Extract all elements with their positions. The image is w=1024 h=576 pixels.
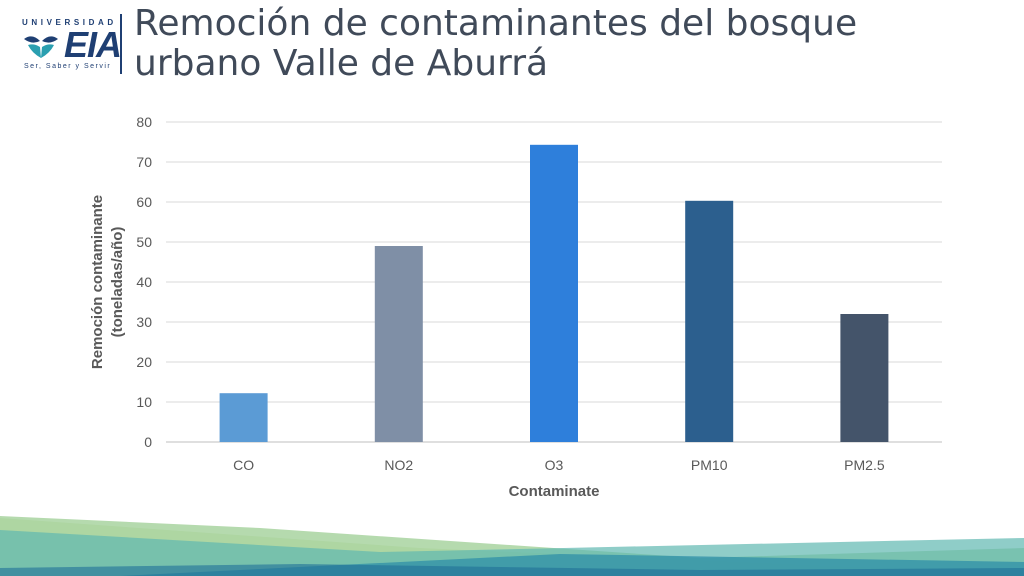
y-tick-label: 20	[136, 354, 152, 370]
logo-divider	[120, 14, 122, 74]
x-tick-label: NO2	[384, 457, 413, 473]
flower-icon	[24, 36, 58, 58]
slide-title-line-1: Remoción de contaminantes del bosque	[134, 3, 858, 44]
bar-no2	[374, 246, 423, 442]
y-tick-label: 80	[136, 114, 152, 130]
x-tick-label: CO	[233, 457, 254, 473]
logo-top-text: UNIVERSIDAD	[22, 18, 117, 27]
x-axis-label: Contaminate	[509, 483, 600, 500]
slide-title-line-2: urbano Valle de Aburrá	[134, 43, 549, 84]
y-axis-label: Remoción contaminante (toneladas/año)	[89, 195, 126, 369]
logo-main-text: EIA	[64, 24, 122, 65]
y-tick-label: 50	[136, 234, 152, 250]
bar-pm2-5	[840, 314, 889, 442]
bar-pm10	[685, 200, 734, 442]
decorative-wave-footer	[0, 516, 1024, 576]
y-tick-label: 70	[136, 154, 152, 170]
y-axis-ticks: 0 10 20 30 40 50 60 70 80	[136, 114, 152, 450]
y-axis-label-line-1: Remoción contaminante	[89, 195, 106, 369]
bar-chart: 0 10 20 30 40 50 60 70 80 CO NO2 O3 PM10 PM2.5 Conta…	[89, 114, 942, 500]
y-axis-label-line-2: (toneladas/año)	[109, 227, 126, 338]
y-tick-label: 40	[136, 274, 152, 290]
x-tick-label: PM2.5	[844, 457, 885, 473]
x-axis-ticks: CO NO2 O3 PM10 PM2.5	[233, 457, 885, 473]
x-tick-label: PM10	[691, 457, 728, 473]
bar-co	[219, 393, 268, 442]
logo-tagline: Ser, Saber y Servir	[24, 63, 112, 70]
y-tick-label: 10	[136, 394, 152, 410]
bars	[219, 144, 889, 443]
bar-o3	[530, 144, 578, 443]
university-logo: UNIVERSIDAD EIA Ser, Saber y Servir	[18, 14, 128, 76]
y-tick-label: 30	[136, 314, 152, 330]
y-tick-label: 60	[136, 194, 152, 210]
x-tick-label: O3	[545, 457, 564, 473]
y-tick-label: 0	[144, 434, 152, 450]
slide-title: Remoción de contaminantes del bosque urb…	[134, 4, 1014, 84]
